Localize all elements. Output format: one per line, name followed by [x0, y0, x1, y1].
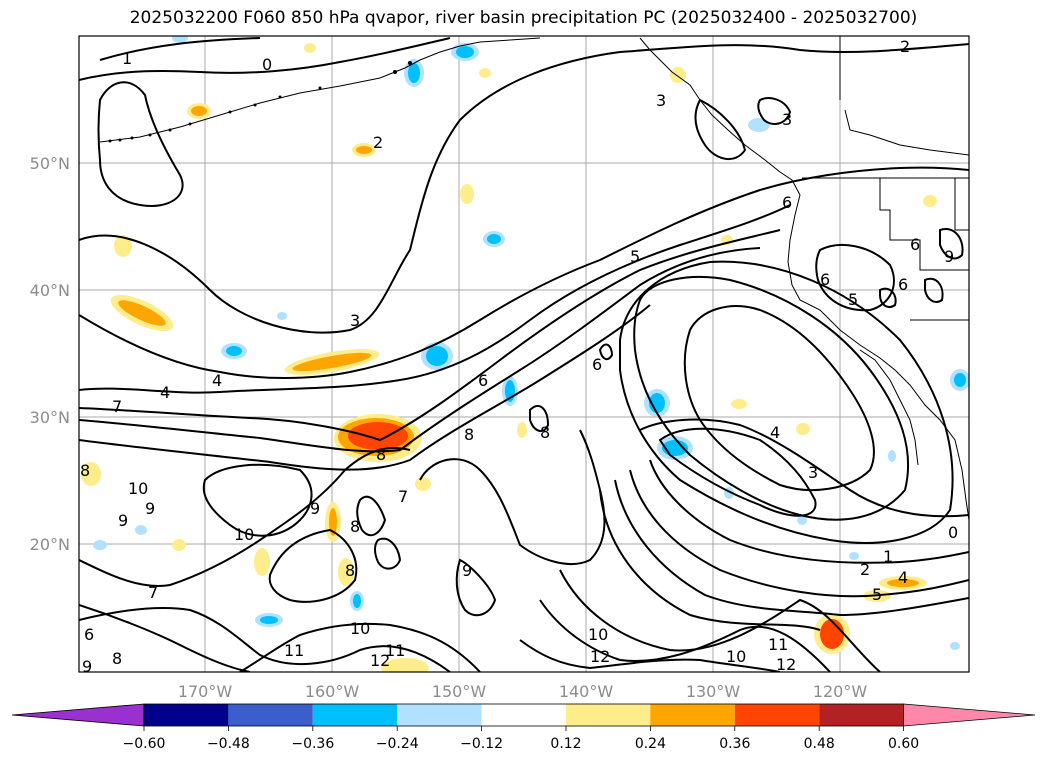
- colorbar-tick-label: −0.60: [123, 736, 166, 752]
- svg-text:9: 9: [82, 657, 92, 676]
- lat-label: 40°N: [30, 281, 70, 300]
- lon-label: 120°W: [813, 682, 868, 701]
- svg-text:4: 4: [212, 371, 222, 390]
- svg-text:10: 10: [128, 479, 148, 498]
- svg-text:2: 2: [373, 133, 383, 152]
- colorbar-bin: [734, 704, 820, 726]
- svg-text:6: 6: [592, 355, 602, 374]
- colorbar-tick-label: 0.36: [719, 736, 750, 752]
- lon-label: 140°W: [559, 682, 614, 701]
- svg-text:11: 11: [385, 641, 405, 660]
- colorbar-bin: [397, 704, 482, 726]
- svg-text:1: 1: [883, 547, 893, 566]
- map-frame: [78, 35, 970, 673]
- lon-label: 150°W: [432, 682, 487, 701]
- colorbar-tick-label: −0.48: [207, 736, 250, 752]
- svg-text:8: 8: [350, 517, 360, 536]
- svg-text:0: 0: [948, 523, 958, 542]
- islands: [108, 61, 412, 143]
- svg-text:10: 10: [350, 619, 370, 638]
- svg-text:7: 7: [148, 583, 158, 602]
- svg-text:8: 8: [345, 561, 355, 580]
- svg-text:11: 11: [768, 635, 788, 654]
- svg-text:3: 3: [808, 463, 818, 482]
- svg-text:0: 0: [262, 55, 272, 74]
- colorbar: −0.60 −0.48 −0.36 −0.24 −0.12 0.12 0.24 …: [11, 703, 1036, 752]
- svg-text:2: 2: [860, 560, 870, 579]
- svg-text:2: 2: [900, 37, 910, 56]
- svg-text:9: 9: [310, 499, 320, 518]
- lon-label: 170°W: [178, 682, 233, 701]
- colorbar-tick-label: 0.24: [635, 736, 666, 752]
- lon-label: 130°W: [686, 682, 741, 701]
- svg-text:4: 4: [898, 568, 908, 587]
- map-title: 2025032200 F060 850 hPa qvapor, river ba…: [129, 8, 918, 28]
- colorbar-extend-high: [903, 703, 1036, 727]
- colorbar-bin: [819, 704, 904, 726]
- colorbar-bin: [312, 704, 398, 726]
- lat-label: 50°N: [30, 154, 70, 173]
- svg-text:8: 8: [376, 445, 386, 464]
- contour-labels: 1 0 2 3 3 2 3 4 4 5 6 6 6 6 6 5 6 7 8 8 …: [80, 37, 958, 676]
- qvapor-contours: [79, 37, 969, 672]
- svg-text:3: 3: [656, 91, 666, 110]
- svg-text:12: 12: [370, 651, 390, 670]
- svg-text:4: 4: [160, 383, 170, 402]
- svg-text:10: 10: [726, 647, 746, 666]
- svg-text:6: 6: [820, 270, 830, 289]
- svg-text:6: 6: [84, 625, 94, 644]
- svg-text:4: 4: [770, 423, 780, 442]
- svg-text:5: 5: [630, 247, 640, 266]
- lat-label: 30°N: [30, 408, 70, 427]
- svg-text:9: 9: [145, 499, 155, 518]
- svg-text:7: 7: [398, 487, 408, 506]
- svg-text:3: 3: [350, 311, 360, 330]
- svg-text:9: 9: [118, 511, 128, 530]
- svg-text:8: 8: [540, 423, 550, 442]
- svg-text:6: 6: [782, 193, 792, 212]
- svg-text:3: 3: [782, 110, 792, 129]
- svg-text:8: 8: [464, 425, 474, 444]
- colorbar-bin: [228, 704, 313, 726]
- svg-text:5: 5: [872, 585, 882, 604]
- svg-text:6: 6: [478, 371, 488, 390]
- svg-text:8: 8: [80, 461, 90, 480]
- colorbar-tick-label: 0.12: [550, 736, 581, 752]
- svg-text:8: 8: [112, 649, 122, 668]
- colorbar-tick-label: 0.48: [804, 736, 835, 752]
- lat-label: 20°N: [30, 535, 70, 554]
- lon-label: 160°W: [305, 682, 360, 701]
- colorbar-bin: [481, 704, 566, 726]
- colorbar-bin: [566, 704, 651, 726]
- svg-text:12: 12: [590, 647, 610, 666]
- svg-text:7: 7: [112, 397, 122, 416]
- svg-text:11: 11: [284, 641, 304, 660]
- svg-text:9: 9: [944, 247, 954, 266]
- colorbar-tick-label: −0.36: [291, 736, 334, 752]
- colorbar-bin: [144, 704, 229, 726]
- svg-text:9: 9: [462, 561, 472, 580]
- colorbar-tick-label: −0.24: [376, 736, 419, 752]
- colorbar-bin: [650, 704, 735, 726]
- map-background: [79, 36, 969, 672]
- svg-text:6: 6: [898, 275, 908, 294]
- latitude-labels: 50°N 40°N 30°N 20°N: [30, 154, 70, 554]
- colorbar-extend-low: [11, 703, 145, 727]
- svg-text:12: 12: [776, 655, 796, 674]
- svg-text:10: 10: [234, 525, 254, 544]
- svg-text:10: 10: [588, 625, 608, 644]
- colorbar-tick-label: 0.60: [888, 736, 919, 752]
- svg-text:1: 1: [122, 49, 132, 68]
- colorbar-tick-label: −0.12: [460, 736, 503, 752]
- svg-text:5: 5: [848, 290, 858, 309]
- longitude-labels: 170°W 160°W 150°W 140°W 130°W 120°W: [178, 682, 868, 701]
- svg-text:6: 6: [910, 235, 920, 254]
